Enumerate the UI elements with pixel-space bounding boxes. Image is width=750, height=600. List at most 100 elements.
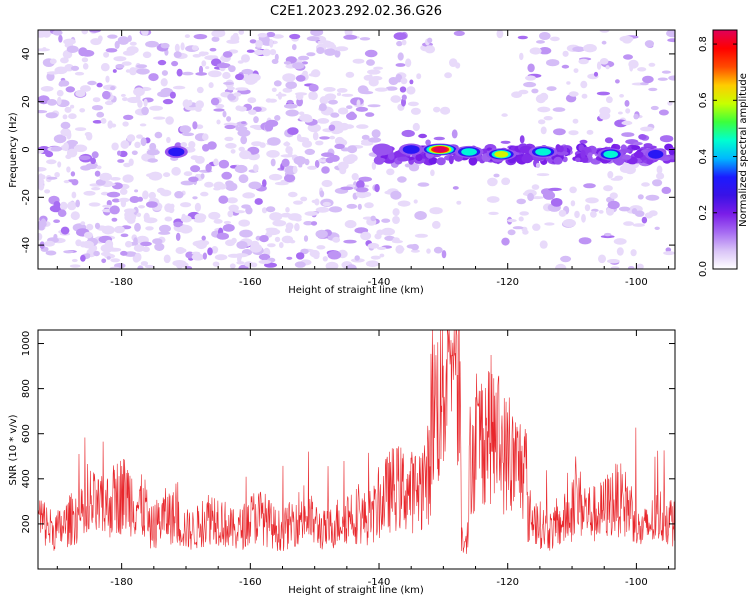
heatmap-speckle <box>149 105 164 111</box>
heatmap-speckle <box>224 124 236 130</box>
heatmap-speckle <box>544 222 555 226</box>
heatmap-speckle <box>214 254 228 261</box>
heatmap-speckle <box>71 258 78 263</box>
heatmap-signal-cell <box>521 154 533 164</box>
heatmap-speckle <box>343 239 357 244</box>
heatmap-signal-cell <box>468 156 478 166</box>
x-tick-label: -160 <box>239 277 262 288</box>
x-tick-label: -180 <box>110 277 133 288</box>
heatmap-speckle <box>211 246 219 254</box>
heatmap-speckle <box>141 106 149 116</box>
heatmap-y-axis-label: Frequency (Hz) <box>8 112 19 188</box>
heatmap-speckle <box>173 221 183 228</box>
heatmap-speckle <box>230 149 236 154</box>
heatmap-speckle <box>617 111 623 115</box>
heatmap-speckle <box>374 87 388 92</box>
heatmap-speckle <box>346 264 357 269</box>
heatmap-speckle <box>244 261 254 267</box>
heatmap-speckle <box>397 176 407 183</box>
x-tick-label: -140 <box>368 577 391 588</box>
heatmap-speckle <box>607 200 620 210</box>
heatmap-speckle <box>581 93 588 99</box>
heatmap-speckle <box>257 32 268 38</box>
heatmap-speckle <box>212 261 220 267</box>
heatmap-speckle <box>553 128 566 136</box>
heatmap-speckle <box>239 229 253 238</box>
heatmap-speckle <box>138 205 145 209</box>
heatmap-speckle <box>202 133 209 141</box>
heatmap-speckle <box>440 106 451 115</box>
heatmap-speckle <box>120 250 128 256</box>
heatmap-speckle <box>430 169 435 177</box>
heatmap-speckle <box>294 217 302 222</box>
heatmap-speckle <box>96 165 102 170</box>
heatmap-speckle <box>117 159 125 163</box>
heatmap-speckle <box>106 182 116 187</box>
heatmap-speckle <box>80 254 86 262</box>
heatmap-speckle <box>82 63 89 70</box>
heatmap-speckle <box>38 110 48 114</box>
heatmap-speckle <box>254 198 263 205</box>
heatmap-speckle <box>143 98 148 107</box>
heatmap-speckle <box>400 77 408 85</box>
heatmap-speckle <box>90 157 96 164</box>
heatmap-speckle <box>381 218 391 223</box>
heatmap-speckle <box>160 42 170 49</box>
heatmap-speckle <box>121 61 132 66</box>
heatmap-speckle <box>401 39 407 46</box>
heatmap-speckle <box>225 142 237 149</box>
heatmap-speckle <box>393 32 407 40</box>
heatmap-speckle <box>292 62 305 70</box>
colorbar-label: Normalized spectral amplitude <box>738 73 749 227</box>
colorbar-tick-label: 0.2 <box>698 205 709 221</box>
heatmap-speckle <box>213 158 219 166</box>
heatmap-signal-cell <box>436 157 446 166</box>
heatmap-signal-cell <box>580 149 586 159</box>
heatmap-speckle <box>105 239 114 249</box>
heatmap-speckle <box>275 93 287 97</box>
heatmap-speckle <box>648 62 656 67</box>
heatmap-speckle <box>44 189 51 194</box>
heatmap-speckle <box>281 235 294 244</box>
heatmap-speckle <box>134 189 139 193</box>
heatmap-speckle <box>143 217 158 224</box>
heatmap-speckle <box>140 137 147 147</box>
heatmap-speckle <box>656 165 663 174</box>
heatmap-speckle <box>225 239 236 247</box>
heatmap-speckle <box>343 34 358 40</box>
heatmap-speckle <box>266 31 276 38</box>
heatmap-speckle <box>621 120 633 126</box>
heatmap-speckle <box>330 112 340 118</box>
heatmap-speckle <box>285 207 290 213</box>
heatmap-speckle <box>233 32 239 37</box>
heatmap-speckle <box>418 133 427 139</box>
heatmap-speckle <box>538 47 552 55</box>
heatmap-speckle <box>94 170 101 177</box>
heatmap-speckle <box>619 94 624 98</box>
heatmap-speckle <box>345 154 358 163</box>
heatmap-speckle <box>648 210 658 217</box>
heatmap-speckle <box>667 38 675 43</box>
heatmap-hotspot <box>402 145 420 154</box>
heatmap-speckle <box>137 265 144 269</box>
heatmap-speckle <box>601 40 607 45</box>
heatmap-signal-cell <box>553 156 563 165</box>
heatmap-speckle <box>180 202 192 208</box>
heatmap-cells <box>38 30 675 269</box>
heatmap-speckle <box>129 67 137 76</box>
heatmap-speckle <box>65 86 76 93</box>
x-tick-label: -180 <box>110 577 133 588</box>
heatmap-speckle <box>304 148 315 155</box>
heatmap-speckle <box>303 221 314 226</box>
heatmap-speckle <box>216 232 229 240</box>
heatmap-speckle <box>252 164 259 173</box>
heatmap-speckle <box>160 189 172 197</box>
heatmap-speckle <box>487 177 498 187</box>
heatmap-speckle <box>73 144 88 153</box>
heatmap-speckle <box>171 166 181 176</box>
heatmap-signal-cell <box>415 153 423 162</box>
heatmap-speckle <box>392 208 400 217</box>
heatmap-speckle <box>390 190 402 200</box>
heatmap-speckle <box>168 206 175 214</box>
colorbar-tick-label: 0.8 <box>698 36 709 52</box>
